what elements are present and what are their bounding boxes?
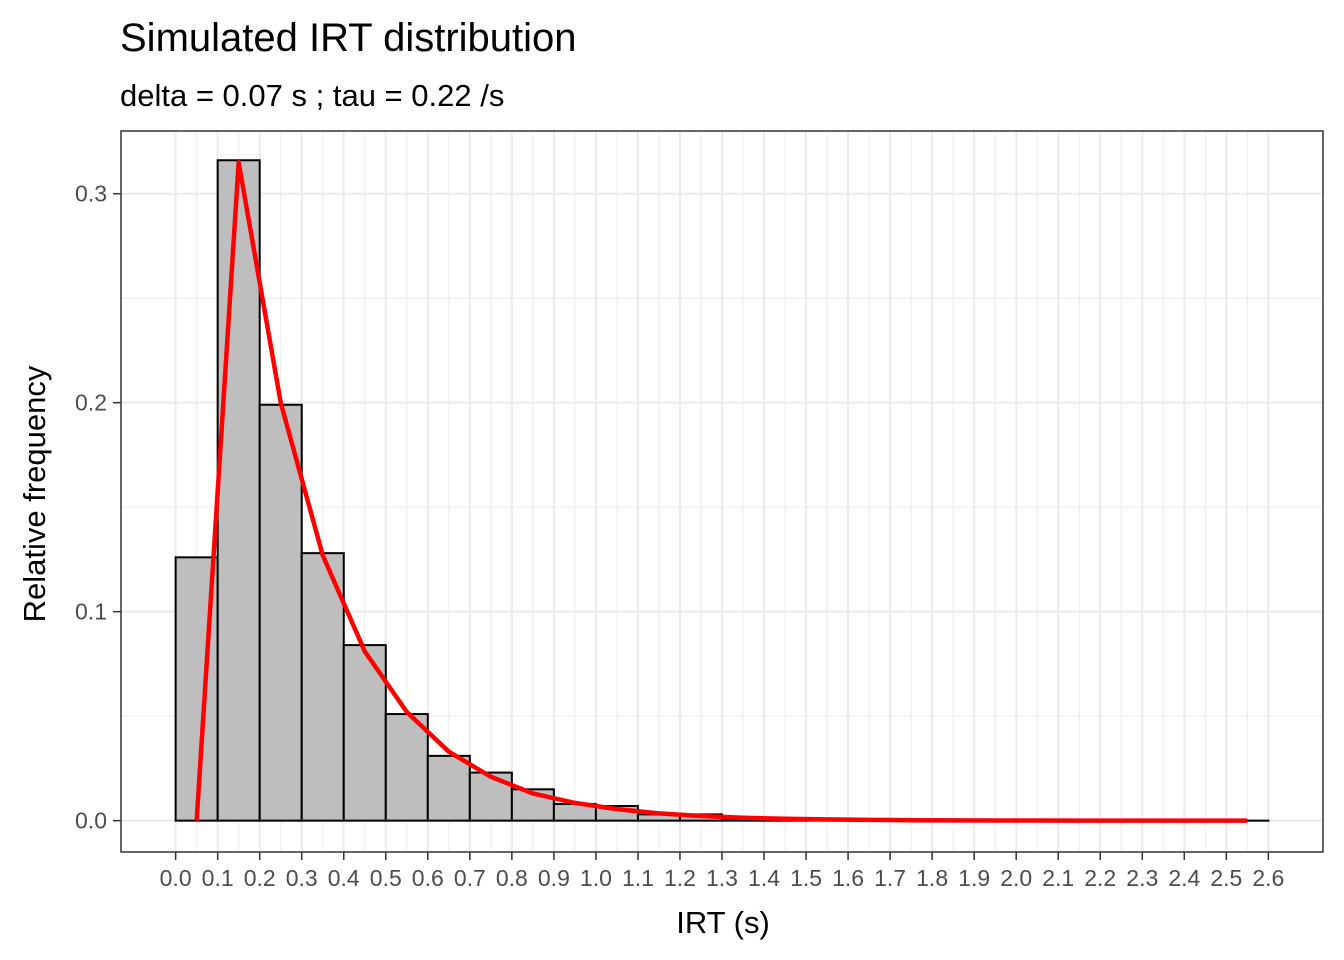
x-tick-label: 1.0 xyxy=(580,865,612,891)
density-curve-group xyxy=(194,160,1248,823)
y-tick-label: 0.0 xyxy=(75,808,107,834)
x-tick-label: 0.0 xyxy=(160,865,192,891)
x-tick-label: 1.1 xyxy=(622,865,654,891)
x-tick-label: 0.5 xyxy=(370,865,402,891)
y-axis: 0.0 0.1 0.2 0.3 xyxy=(75,181,121,834)
x-axis-title: IRT (s) xyxy=(676,905,770,940)
x-tick-label: 0.9 xyxy=(538,865,570,891)
y-tick-label: 0.3 xyxy=(75,181,107,207)
histogram-bar xyxy=(384,713,429,822)
histogram-bar xyxy=(258,403,303,822)
x-tick-label: 1.8 xyxy=(916,865,948,891)
x-tick-label: 0.6 xyxy=(412,865,444,891)
y-tick-label: 0.2 xyxy=(75,390,107,416)
x-tick-label: 0.7 xyxy=(454,865,486,891)
x-tick-label: 1.4 xyxy=(748,865,780,891)
x-tick-label: 1.6 xyxy=(832,865,864,891)
x-tick-label: 1.9 xyxy=(958,865,990,891)
x-tick-label: 0.3 xyxy=(286,865,318,891)
histogram-bar xyxy=(300,552,345,822)
x-tick-label: 0.2 xyxy=(244,865,276,891)
x-tick-label: 0.8 xyxy=(496,865,528,891)
x-tick-label: 1.5 xyxy=(790,865,822,891)
x-tick-label: 1.2 xyxy=(664,865,696,891)
x-tick-label: 2.3 xyxy=(1126,865,1158,891)
y-tick-label: 0.1 xyxy=(75,599,107,625)
x-tick-label: 1.7 xyxy=(874,865,906,891)
chart-subtitle: delta = 0.07 s ; tau = 0.22 /s xyxy=(120,78,504,113)
density-curve xyxy=(194,160,1248,823)
x-axis: 0.0 0.1 0.2 0.3 0.4 0.5 0.6 0.7 0.8 0.9 1.0 1.1 1.2 1… xyxy=(160,852,1284,891)
histogram-bar xyxy=(468,771,513,822)
x-tick-label: 0.1 xyxy=(202,865,234,891)
chart-title: Simulated IRT distribution xyxy=(120,16,577,60)
x-tick-label: 1.3 xyxy=(706,865,738,891)
x-tick-label: 2.5 xyxy=(1210,865,1242,891)
x-tick-label: 2.2 xyxy=(1084,865,1116,891)
y-axis-title: Relative frequency xyxy=(17,365,52,622)
histogram-bar xyxy=(426,754,471,822)
x-tick-label: 2.4 xyxy=(1168,865,1200,891)
x-tick-label: 2.1 xyxy=(1042,865,1074,891)
histogram-bars xyxy=(174,159,1270,822)
x-tick-label: 0.4 xyxy=(328,865,360,891)
x-tick-label: 2.6 xyxy=(1252,865,1284,891)
x-tick-label: 2.0 xyxy=(1000,865,1032,891)
